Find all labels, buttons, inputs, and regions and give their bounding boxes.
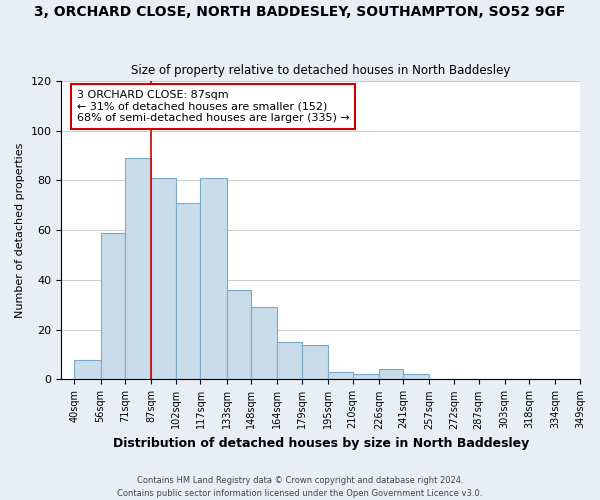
Title: Size of property relative to detached houses in North Baddesley: Size of property relative to detached ho… bbox=[131, 64, 511, 77]
Bar bbox=[251, 308, 277, 380]
Bar bbox=[151, 178, 176, 380]
Bar bbox=[379, 370, 403, 380]
Bar bbox=[277, 342, 302, 380]
Bar bbox=[328, 372, 353, 380]
Text: Contains HM Land Registry data © Crown copyright and database right 2024.
Contai: Contains HM Land Registry data © Crown c… bbox=[118, 476, 482, 498]
Bar bbox=[302, 344, 328, 380]
Bar bbox=[101, 232, 125, 380]
X-axis label: Distribution of detached houses by size in North Baddesley: Distribution of detached houses by size … bbox=[113, 437, 529, 450]
Bar bbox=[74, 360, 101, 380]
Bar bbox=[227, 290, 251, 380]
Text: 3 ORCHARD CLOSE: 87sqm
← 31% of detached houses are smaller (152)
68% of semi-de: 3 ORCHARD CLOSE: 87sqm ← 31% of detached… bbox=[77, 90, 350, 123]
Bar bbox=[403, 374, 430, 380]
Bar bbox=[176, 203, 200, 380]
Y-axis label: Number of detached properties: Number of detached properties bbox=[15, 142, 25, 318]
Text: 3, ORCHARD CLOSE, NORTH BADDESLEY, SOUTHAMPTON, SO52 9GF: 3, ORCHARD CLOSE, NORTH BADDESLEY, SOUTH… bbox=[34, 5, 566, 19]
Bar bbox=[353, 374, 379, 380]
Bar bbox=[200, 178, 227, 380]
Bar bbox=[125, 158, 151, 380]
